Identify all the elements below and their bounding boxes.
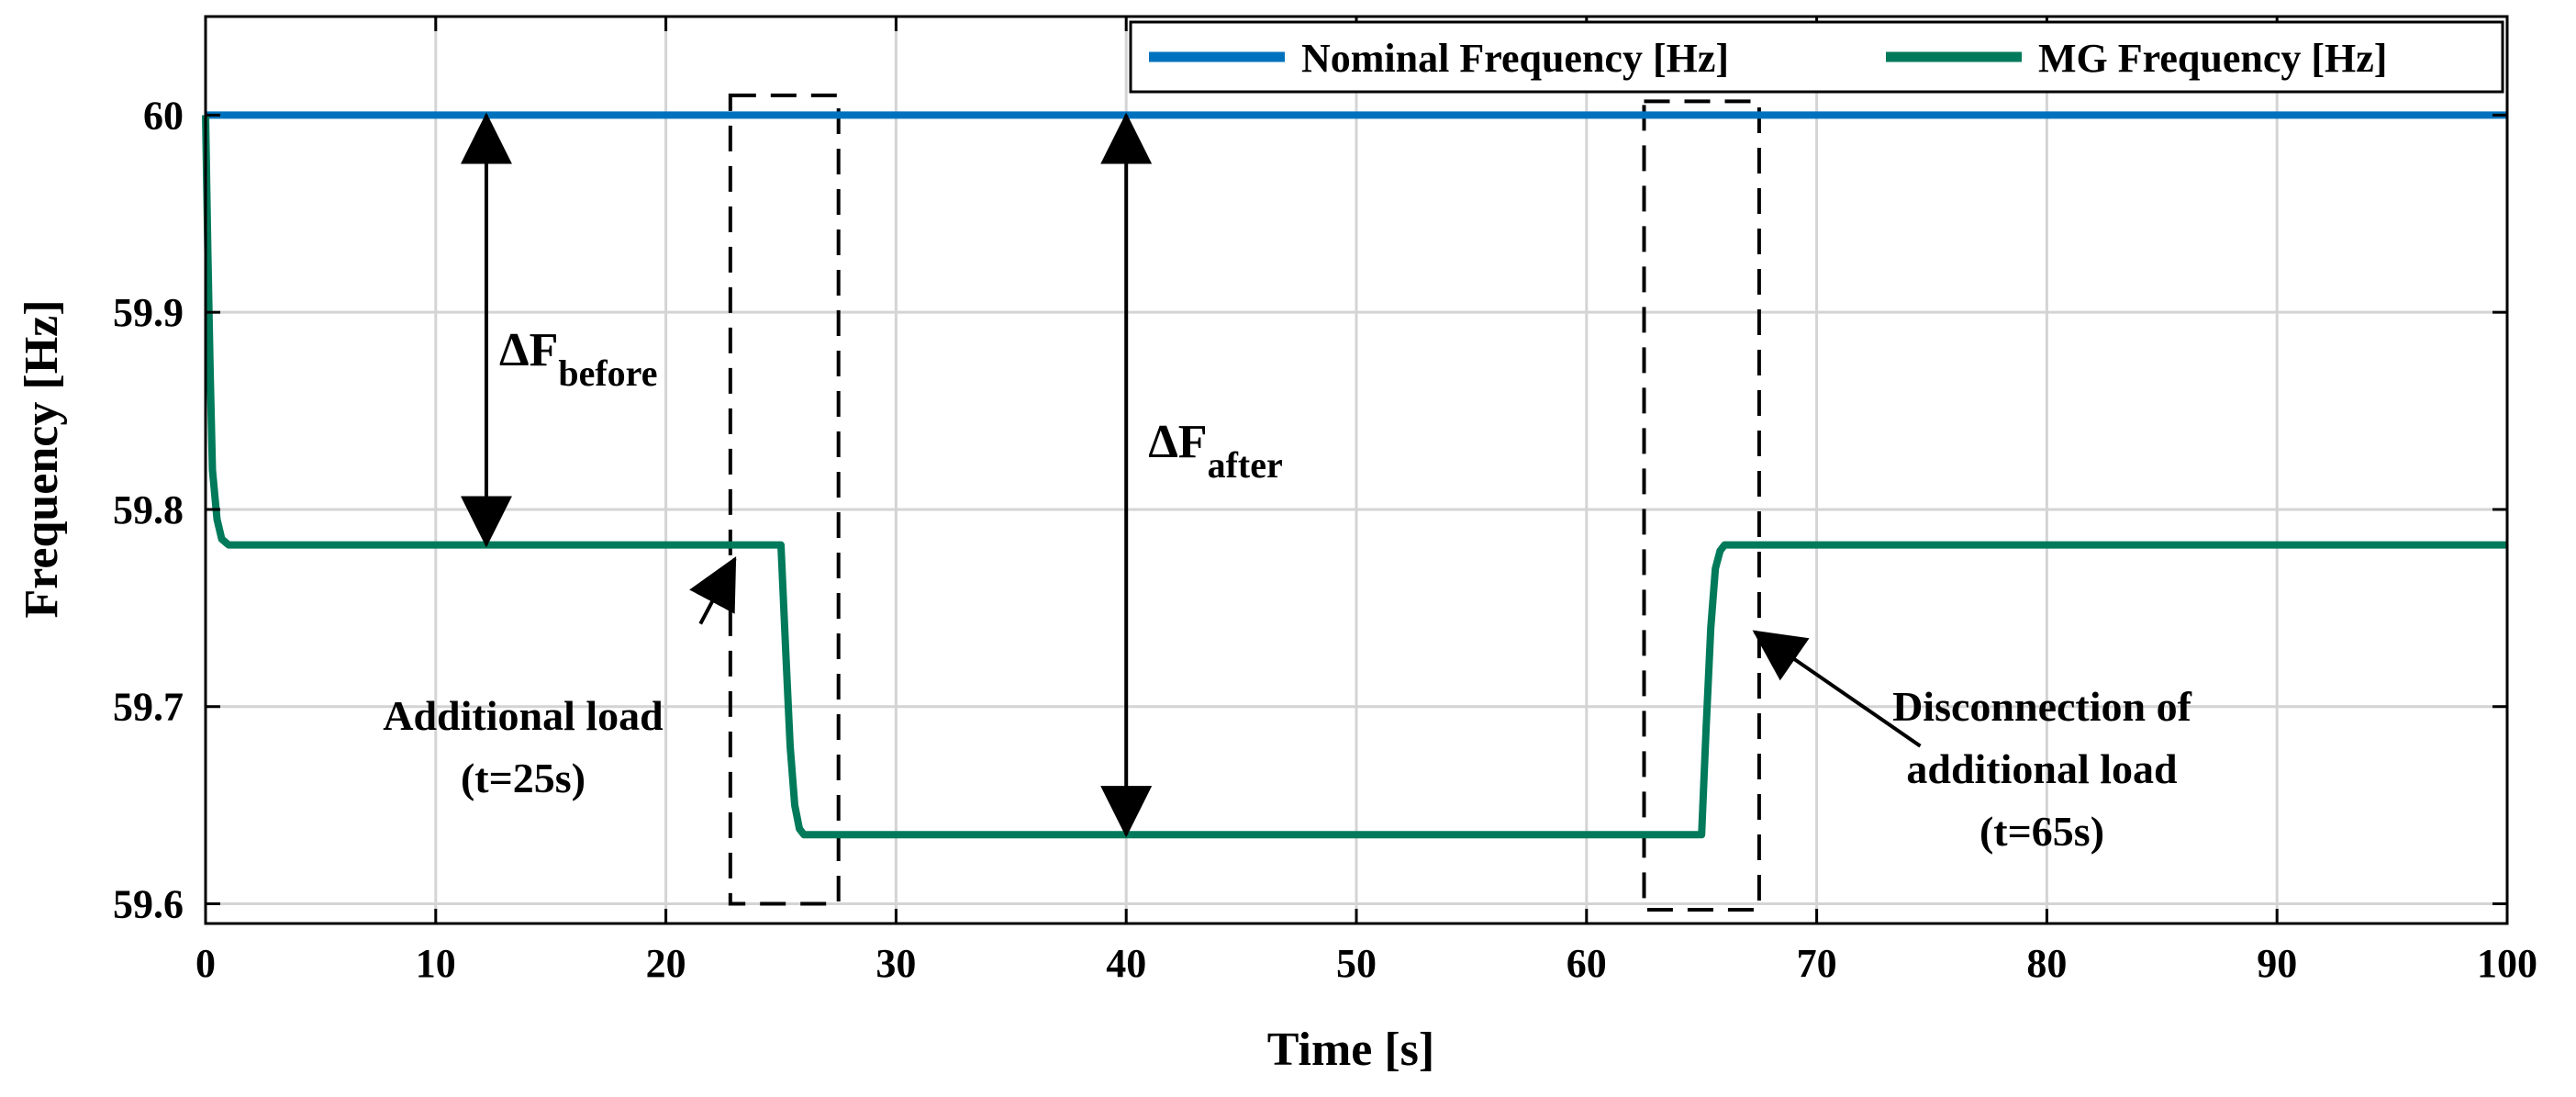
y-axis-title: Frequency [Hz] bbox=[16, 299, 68, 618]
x-tick-label: 90 bbox=[2257, 941, 2297, 986]
legend-box bbox=[1129, 20, 2504, 94]
annotations: Additional load (t=25s) Disconnection of ad… bbox=[383, 556, 2192, 855]
delta-markers: ΔFbefore ΔFafter bbox=[460, 112, 1283, 838]
annotation-text-0-line-2: (t=25s) bbox=[461, 755, 585, 801]
y-tick-label: 59.7 bbox=[113, 685, 184, 730]
delta-label-after: ΔFafter bbox=[1148, 416, 1283, 486]
tick-labels: 0 10 20 30 40 50 60 70 80 90 100 59.6 59.7 59.8 59.9 60 bbox=[113, 93, 2537, 986]
highlight-box-0 bbox=[728, 93, 841, 906]
highlight-box-1 bbox=[1642, 99, 1761, 912]
x-tick-label: 80 bbox=[2026, 941, 2067, 986]
annotation-arrow-1 bbox=[1752, 630, 1922, 748]
annotation-text-1-line-2: additional load bbox=[1906, 745, 2178, 792]
y-tick-label: 59.9 bbox=[113, 290, 184, 335]
y-tick-label: 60 bbox=[143, 93, 184, 138]
series-line-1 bbox=[202, 115, 2507, 839]
highlight-boxes bbox=[728, 93, 1761, 912]
x-tick-label: 50 bbox=[1336, 941, 1377, 986]
annotation-arrow-0 bbox=[689, 556, 737, 625]
x-tick-label: 0 bbox=[195, 941, 216, 986]
series-lines bbox=[202, 111, 2507, 839]
y-tick-label: 59.6 bbox=[113, 882, 184, 927]
x-tick-label: 70 bbox=[1797, 941, 1837, 986]
legend: Nominal Frequency [Hz] MG Frequency [Hz] bbox=[1129, 20, 2504, 94]
x-axis-title: Time [s] bbox=[1267, 1024, 1434, 1076]
delta-label-before: ΔFbefore bbox=[499, 324, 657, 394]
x-tick-label: 20 bbox=[646, 941, 686, 986]
axes bbox=[204, 15, 2509, 925]
y-tick-label: 59.8 bbox=[113, 487, 184, 532]
annotation-text-1-line-3: (t=65s) bbox=[1979, 808, 2104, 855]
legend-label-mg: MG Frequency [Hz] bbox=[2038, 36, 2387, 81]
x-tick-label: 40 bbox=[1106, 941, 1146, 986]
x-tick-label: 100 bbox=[2477, 941, 2537, 986]
x-tick-label: 10 bbox=[416, 941, 456, 986]
x-tick-label: 30 bbox=[875, 941, 916, 986]
annotation-text-0-line-1: Additional load bbox=[383, 692, 664, 739]
x-tick-label: 60 bbox=[1567, 941, 1607, 986]
annotation-text-1-line-1: Disconnection of bbox=[1892, 683, 2192, 730]
legend-label-nominal: Nominal Frequency [Hz] bbox=[1301, 36, 1729, 81]
